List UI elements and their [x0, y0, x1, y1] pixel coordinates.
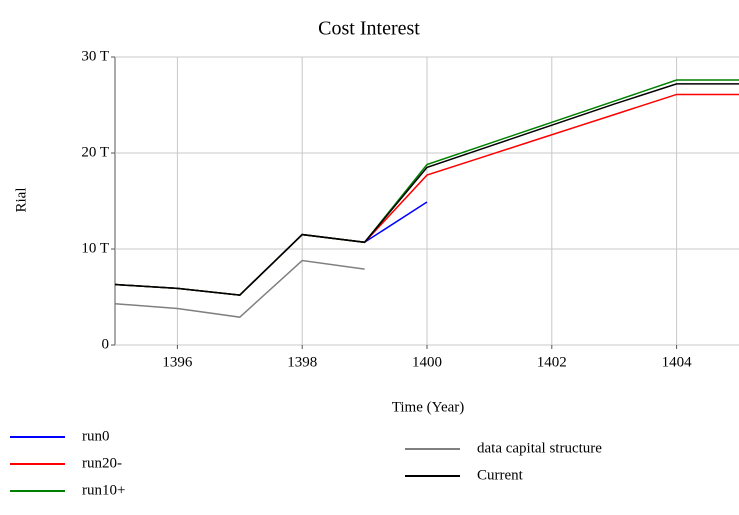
x-tick-label: 1396 — [162, 354, 193, 370]
chart-title: Cost Interest — [318, 18, 420, 40]
legend-label: Current — [477, 467, 524, 483]
legend-label: run0 — [82, 428, 110, 444]
series-line — [114, 83, 739, 296]
x-tick-label: 1402 — [537, 354, 567, 370]
y-tick-label: 10 T — [81, 240, 109, 256]
legend-label: data capital structure — [477, 440, 602, 456]
y-tick-label: 30 T — [81, 48, 109, 64]
x-tick-label: 1398 — [287, 354, 317, 370]
x-tick-label: 1400 — [412, 354, 442, 370]
legend-label: run10+ — [82, 482, 125, 498]
y-tick-label: 20 T — [81, 144, 109, 160]
series-line — [114, 259, 365, 318]
legend-label: run20- — [82, 455, 122, 471]
x-tick-label: 1404 — [662, 354, 693, 370]
x-axis-label: Time (Year) — [392, 399, 465, 415]
y-axis-label: Rial — [13, 188, 29, 213]
y-tick-label: 0 — [102, 336, 110, 352]
